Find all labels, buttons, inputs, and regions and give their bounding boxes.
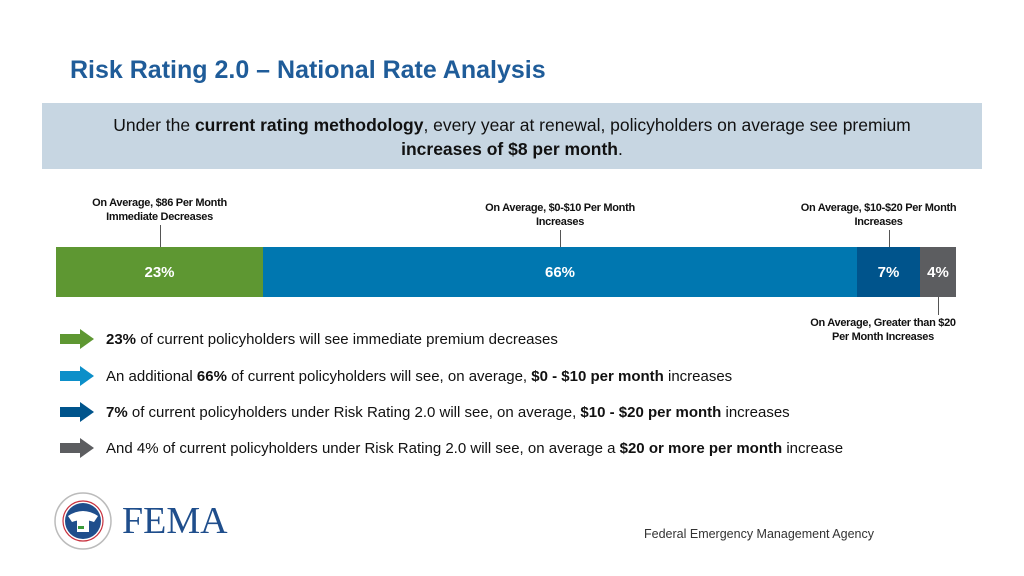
bullet-text-part: of current policyholders will see, on av… [226,367,532,385]
annotation-2: On Average, $0-$10 Per Month Increases [485,201,635,229]
slide-title: Risk Rating 2.0 – National Rate Analysis [70,56,546,84]
bullet-emphasis: $10 - $20 per month [580,403,722,421]
bullet-text-part: of current policyholders under Risk Rati… [127,403,581,421]
bar-segment-2: 66% [263,247,857,297]
bullet-text-part: And 4% of current policyholders under Ri… [106,439,620,457]
bar-segment-1: 23% [56,247,263,297]
banner-text: . [618,139,623,159]
bullet-emphasis: 66% [196,367,227,385]
data-label: 66% [544,263,576,281]
arrow-right-icon [60,366,94,386]
annotation-3: On Average, $10-$20 Per Month Increases [801,201,957,229]
annotation-line: On Average, $86 Per Month [92,197,227,209]
fema-logo: FEMA [54,492,228,550]
bar-segment-3: 7% [857,247,920,297]
bullet-text-part: increases [721,403,790,421]
bullet-emphasis: 23% [106,330,137,348]
annotation-line: On Average, $0-$10 Per Month [485,202,635,214]
stacked-bar-chart: 23% 66% 7% 4% [56,247,956,297]
annotation-line: Immediate Decreases [106,211,213,223]
annotation-1: On Average, $86 Per Month Immediate Decre… [92,196,227,224]
leader-line [159,225,161,247]
bullet-item: And 4% of current policyholders under Ri… [60,438,843,458]
data-label: 7% [877,263,900,281]
annotation-line: On Average, Greater than $20 [810,317,956,329]
arrow-right-icon [60,402,94,422]
bullet-emphasis: $0 - $10 per month [531,367,664,385]
bullet-emphasis: $20 or more per month [619,439,783,457]
data-label: 23% [144,263,175,281]
banner-bold: current rating methodology [194,115,424,135]
arrow-right-icon [60,329,94,349]
bullet-emphasis: 7% [106,403,128,421]
bullet-text-part: increase [782,439,844,457]
annotation-line: On Average, $10-$20 Per Month [800,202,957,214]
bullet-text: An additional 66% of current policyholde… [106,368,732,385]
bullet-item: An additional 66% of current policyholde… [60,366,732,386]
annotation-4: On Average, Greater than $20 Per Month In… [810,316,956,344]
banner-text: , every year at renewal, policyholders o… [423,115,911,135]
bullet-text-part: of current policyholders will see immedi… [136,330,558,348]
bullet-item: 7% of current policyholders under Risk R… [60,402,790,422]
annotation-line: Increases [535,216,585,228]
footer-agency-name: Federal Emergency Management Agency [644,527,874,541]
annotation-line: Increases [854,216,903,228]
bullet-text: And 4% of current policyholders under Ri… [106,440,843,457]
dhs-seal-icon [54,492,112,550]
summary-banner: Under the current rating methodology, ev… [42,103,982,169]
bullet-text: 7% of current policyholders under Risk R… [106,404,790,421]
banner-text: Under the [113,115,195,135]
annotation-line: Per Month Increases [832,331,934,343]
fema-wordmark: FEMA [122,500,228,542]
bullet-item: 23% of current policyholders will see im… [60,329,558,349]
leader-line [888,230,890,247]
data-label: 4% [927,263,949,281]
banner-bold: increases of $8 per month [401,139,618,159]
arrow-right-icon [60,438,94,458]
leader-line [938,297,939,315]
bullet-text-part: An additional [106,367,197,385]
bullet-text: 23% of current policyholders will see im… [106,331,558,348]
bar-segment-4: 4% [920,247,956,297]
leader-line [560,230,561,247]
bullet-text-part: increases [663,367,733,385]
